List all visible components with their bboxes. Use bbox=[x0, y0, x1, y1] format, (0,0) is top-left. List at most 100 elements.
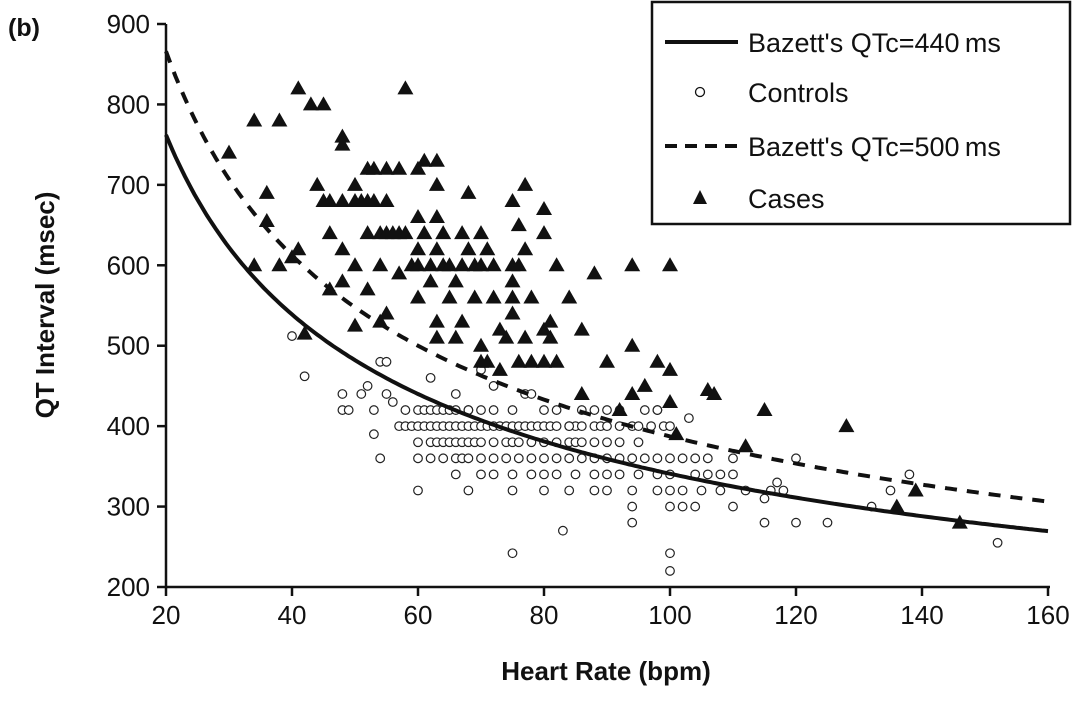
case-point bbox=[504, 305, 521, 320]
case-point bbox=[334, 136, 351, 151]
control-point bbox=[425, 372, 436, 383]
case-point bbox=[290, 80, 307, 95]
control-point bbox=[413, 453, 423, 464]
case-point bbox=[391, 160, 408, 175]
case-point bbox=[290, 241, 307, 256]
case-point bbox=[542, 313, 559, 328]
control-point bbox=[791, 453, 801, 464]
case-point bbox=[422, 257, 439, 272]
case-point bbox=[536, 353, 552, 368]
control-point bbox=[576, 421, 587, 432]
case-point bbox=[372, 257, 389, 272]
case-point bbox=[447, 273, 464, 288]
control-point bbox=[633, 421, 644, 432]
control-point bbox=[665, 485, 675, 496]
control-point bbox=[602, 421, 612, 432]
control-point bbox=[639, 453, 650, 464]
control-point bbox=[772, 477, 782, 488]
control-point bbox=[513, 437, 524, 448]
plot-marks bbox=[164, 50, 1049, 576]
case-point bbox=[517, 241, 534, 256]
control-point bbox=[690, 501, 701, 512]
case-point bbox=[347, 176, 363, 191]
control-point bbox=[627, 501, 638, 512]
control-point bbox=[551, 421, 562, 432]
control-point bbox=[526, 389, 537, 399]
control-point bbox=[759, 517, 770, 528]
panel-label: (b) bbox=[8, 14, 40, 42]
case-point bbox=[302, 96, 319, 111]
axes: 200 300 400 500 600 700 800 900 20 40 60 80 100 120 14… bbox=[107, 9, 1070, 630]
x-tick-label: 80 bbox=[530, 600, 559, 630]
control-point bbox=[463, 485, 474, 496]
control-point bbox=[759, 493, 770, 504]
case-point bbox=[410, 289, 426, 304]
case-point bbox=[258, 184, 275, 199]
control-point bbox=[369, 429, 379, 440]
control-point bbox=[702, 453, 713, 464]
case-point bbox=[491, 321, 508, 336]
case-point bbox=[460, 184, 477, 199]
control-point bbox=[337, 389, 348, 399]
y-tick-label: 800 bbox=[107, 89, 150, 119]
y-tick-label: 600 bbox=[107, 250, 150, 280]
case-point bbox=[347, 257, 363, 272]
control-point bbox=[343, 405, 354, 415]
control-point bbox=[375, 453, 386, 464]
case-point bbox=[334, 273, 351, 288]
case-point bbox=[378, 305, 395, 320]
control-point bbox=[539, 469, 549, 480]
case-point bbox=[624, 337, 641, 352]
bazett-500-curve bbox=[164, 50, 1049, 504]
control-point bbox=[507, 405, 518, 415]
control-point bbox=[728, 469, 738, 480]
case-point bbox=[428, 152, 445, 167]
case-point bbox=[378, 192, 395, 207]
control-point bbox=[602, 469, 612, 480]
control-point bbox=[589, 485, 600, 496]
case-point bbox=[410, 241, 426, 256]
case-point bbox=[334, 241, 351, 256]
control-point bbox=[904, 469, 915, 480]
control-point bbox=[665, 453, 675, 464]
control-point bbox=[677, 485, 688, 496]
case-point bbox=[428, 176, 445, 191]
case-point bbox=[473, 257, 489, 272]
case-point bbox=[491, 361, 508, 376]
case-point bbox=[888, 498, 905, 513]
legend: Bazett's QTc=440 ms Controls Bazett's QT… bbox=[650, 0, 1072, 226]
case-point bbox=[422, 273, 439, 288]
control-point bbox=[728, 501, 738, 512]
case-point bbox=[473, 225, 489, 240]
case-point bbox=[523, 353, 540, 368]
case-point bbox=[561, 289, 578, 304]
control-point bbox=[665, 548, 675, 559]
case-point bbox=[479, 241, 496, 256]
y-tick-label: 400 bbox=[107, 411, 150, 441]
control-point bbox=[381, 356, 392, 367]
case-point bbox=[907, 482, 924, 497]
control-point bbox=[570, 469, 581, 480]
case-point bbox=[416, 152, 433, 167]
legend-triangle-icon bbox=[693, 190, 707, 204]
case-point bbox=[454, 225, 471, 240]
control-point bbox=[665, 566, 675, 576]
control-point bbox=[413, 485, 423, 496]
case-point bbox=[536, 225, 552, 240]
control-point bbox=[576, 453, 587, 464]
case-point bbox=[466, 289, 483, 304]
control-point bbox=[387, 397, 398, 407]
case-point bbox=[221, 144, 237, 159]
case-point bbox=[454, 313, 471, 328]
case-point bbox=[662, 257, 678, 272]
case-point bbox=[504, 192, 521, 207]
case-point bbox=[586, 265, 603, 280]
legend-box bbox=[650, 0, 1072, 226]
case-point bbox=[416, 225, 433, 240]
case-point bbox=[359, 281, 376, 296]
case-point bbox=[838, 418, 855, 433]
control-point bbox=[589, 405, 600, 415]
control-point bbox=[551, 453, 562, 464]
control-point bbox=[463, 453, 474, 464]
